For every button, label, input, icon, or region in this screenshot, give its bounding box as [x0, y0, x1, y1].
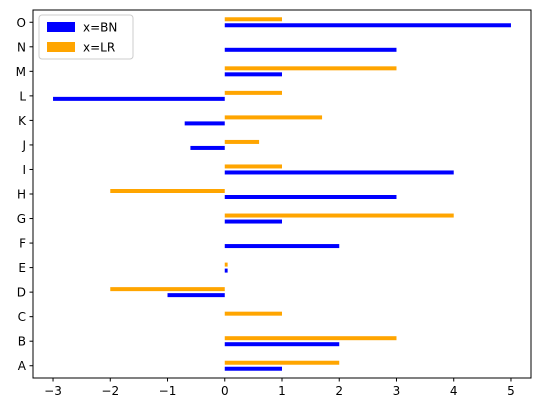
- bar-bn-h: [224, 195, 397, 199]
- x-tick-label-6: 3: [393, 384, 401, 398]
- y-tick-label-h: H: [17, 188, 26, 202]
- bar-bn-a: [224, 366, 282, 371]
- bar-bn-j: [190, 145, 225, 150]
- x-tick-label-7: 4: [450, 384, 458, 398]
- x-tick-label-0: −3: [44, 384, 62, 398]
- plot-frame: [32, 9, 532, 379]
- y-tick-label-j: J: [21, 138, 26, 152]
- bar-lr-e: [224, 262, 228, 267]
- y-tick-label-o: O: [17, 16, 26, 30]
- bar-bn-o: [224, 23, 511, 28]
- x-tick-label-5: 2: [335, 384, 343, 398]
- y-tick-label-d: D: [17, 286, 26, 300]
- bar-bn-g: [224, 219, 282, 224]
- legend: x=BN x=LR: [38, 14, 134, 60]
- bar-bn-k: [184, 121, 225, 126]
- bar-lr-c: [224, 311, 282, 316]
- bar-bn-e: [224, 268, 228, 273]
- y-tick-label-n: N: [17, 40, 26, 54]
- bar-bn-b: [224, 342, 340, 347]
- bar-lr-h: [110, 189, 225, 193]
- bar-lr-g: [224, 213, 454, 218]
- bar-bn-n: [224, 47, 397, 52]
- legend-label-lr: x=LR: [83, 41, 115, 55]
- y-tick-label-i: I: [22, 163, 26, 177]
- bar-lr-l: [224, 90, 282, 95]
- y-tick-label-a: A: [18, 359, 27, 373]
- bar-bn-i: [224, 170, 454, 175]
- legend-swatch-bn: [47, 22, 75, 32]
- bar-bn-m: [224, 72, 282, 77]
- bar-bn-l: [53, 96, 225, 101]
- legend-label-bn: x=BN: [83, 21, 117, 35]
- y-tick-label-m: M: [16, 65, 26, 79]
- bar-lr-a: [224, 360, 340, 365]
- bar-lr-b: [224, 336, 397, 341]
- bar-lr-m: [224, 66, 397, 71]
- y-tick-label-g: G: [17, 212, 26, 226]
- x-tick-label-2: −1: [159, 384, 177, 398]
- bars-group: [53, 17, 511, 371]
- y-tick-label-f: F: [19, 237, 26, 251]
- y-tick-label-c: C: [18, 310, 26, 324]
- legend-swatch-lr: [47, 42, 75, 52]
- x-tick-label-4: 1: [278, 384, 286, 398]
- x-axis: −3 −2 −1 0 1 2 3 4 5: [44, 378, 515, 398]
- bar-lr-i: [224, 164, 282, 169]
- x-tick-label-3: 0: [221, 384, 229, 398]
- bar-lr-j: [224, 139, 260, 144]
- x-tick-label-8: 5: [507, 384, 515, 398]
- y-tick-label-l: L: [19, 89, 26, 103]
- y-tick-label-b: B: [18, 335, 26, 349]
- bar-lr-k: [224, 115, 323, 120]
- y-tick-label-e: E: [18, 261, 26, 275]
- y-tick-label-k: K: [18, 114, 27, 128]
- bar-lr-o: [224, 17, 282, 22]
- bar-bn-f: [224, 244, 340, 249]
- bar-lr-d: [110, 287, 225, 292]
- x-tick-label-1: −2: [101, 384, 119, 398]
- bar-bn-d: [167, 293, 225, 298]
